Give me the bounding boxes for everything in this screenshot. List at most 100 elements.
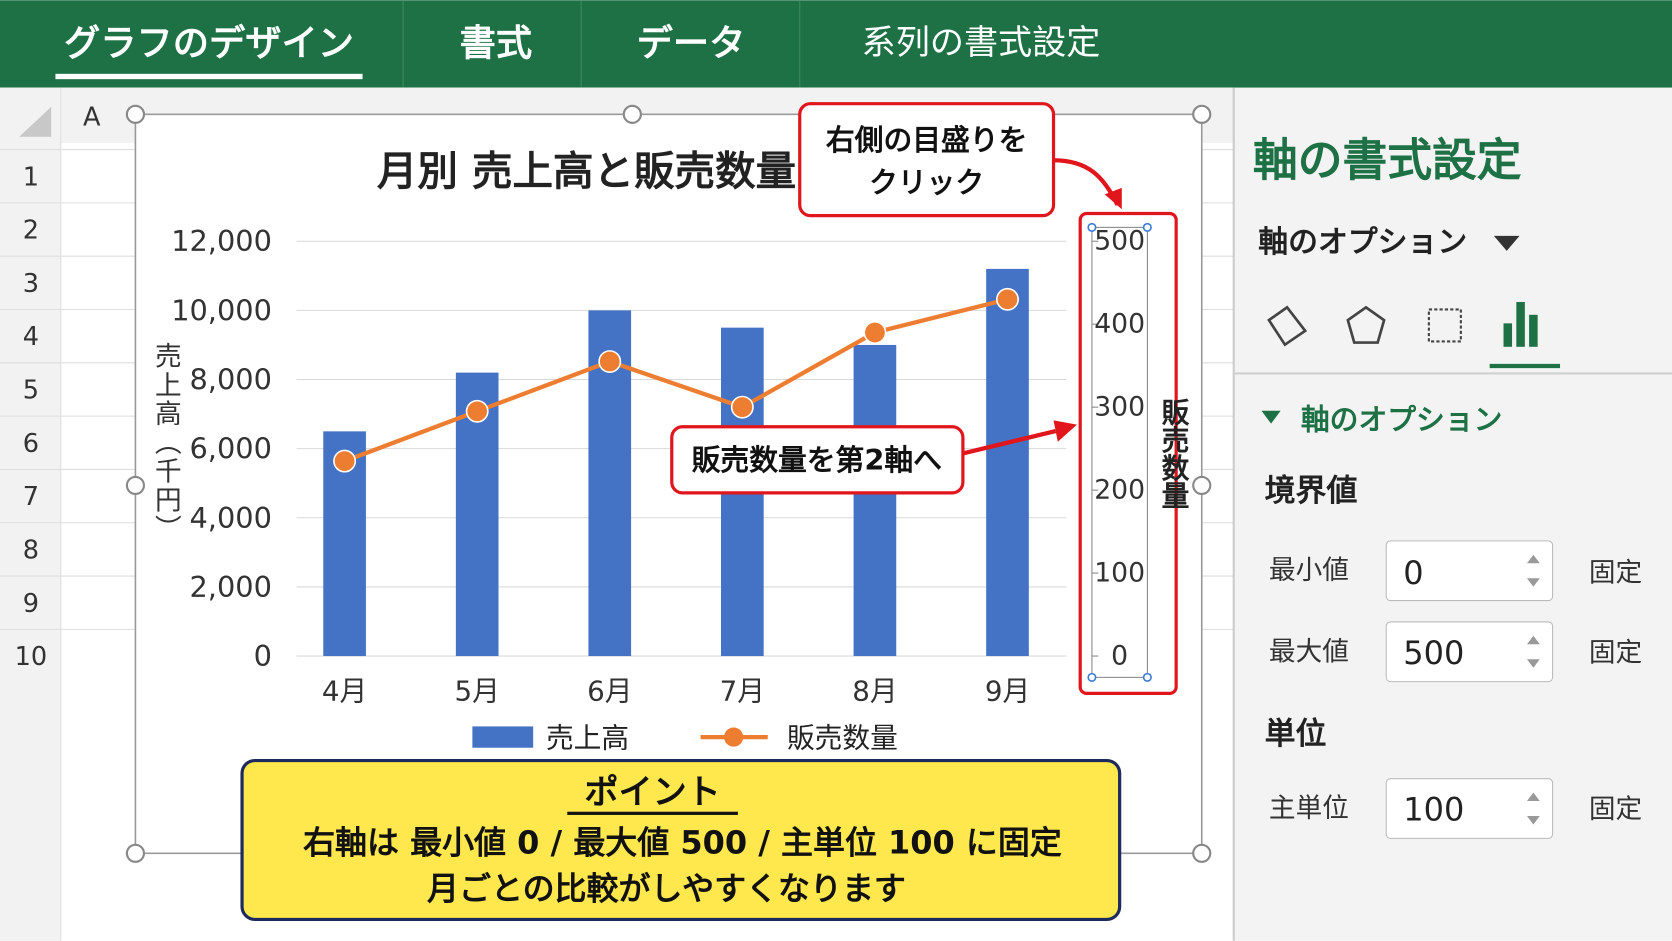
icon-bar bbox=[1516, 302, 1525, 347]
y-tick-label: 0 bbox=[254, 639, 272, 673]
spinners[interactable] bbox=[1526, 554, 1540, 825]
column-label: A bbox=[83, 103, 101, 133]
input[interactable] bbox=[1385, 621, 1554, 683]
legend-swatch bbox=[472, 726, 534, 748]
marker[interactable] bbox=[863, 321, 887, 344]
arrow-head bbox=[1053, 420, 1077, 442]
icon-bar bbox=[1529, 314, 1538, 347]
arrow bbox=[962, 428, 1057, 456]
callout-text: 右側の目盛りを bbox=[826, 123, 1027, 157]
x-tick-label: 4月 bbox=[322, 675, 367, 708]
heading: 単位 bbox=[1265, 716, 1327, 752]
panel-title: 軸の書式設定 bbox=[1253, 134, 1522, 187]
arrow-head bbox=[1104, 187, 1122, 210]
input-value[interactable]: 0 bbox=[1403, 554, 1423, 592]
icon-bar bbox=[1503, 323, 1513, 347]
field-label: 最小値 bbox=[1269, 555, 1349, 586]
collapse-arrow[interactable] bbox=[1261, 410, 1281, 424]
fixed-label: 固定 bbox=[1589, 637, 1642, 668]
spin-up[interactable] bbox=[1526, 554, 1540, 564]
marker[interactable] bbox=[996, 287, 1019, 311]
x-tick-label: 6月 bbox=[587, 675, 632, 708]
row-number: 6 bbox=[23, 429, 39, 459]
y-tick-label: 4,000 bbox=[190, 501, 272, 535]
axis-handle[interactable] bbox=[1087, 672, 1097, 682]
heading: 境界値 bbox=[1265, 473, 1358, 509]
axis-handle[interactable] bbox=[1142, 672, 1152, 682]
y-tick-label: 6,000 bbox=[190, 432, 272, 466]
y-tick-label: 2,000 bbox=[190, 570, 272, 604]
tab-underline bbox=[1489, 363, 1561, 369]
bar[interactable] bbox=[986, 268, 1029, 657]
row-number: 2 bbox=[23, 216, 39, 246]
input[interactable] bbox=[1385, 778, 1554, 839]
fixed-label: 固定 bbox=[1589, 794, 1642, 825]
tab[interactable]: データ bbox=[637, 21, 746, 64]
point-box: ポイント 右軸は 最小値 0 / 最大値 500 / 主単位 100 に固定 月… bbox=[240, 758, 1122, 922]
row-number: 3 bbox=[23, 269, 39, 299]
axis-handle[interactable] bbox=[1087, 222, 1097, 232]
point-text: 月ごとの比較がしやすくなります bbox=[427, 870, 906, 908]
spin-up[interactable] bbox=[1526, 635, 1540, 645]
section-title[interactable]: 軸のオプション bbox=[1301, 402, 1502, 436]
resize-handle[interactable] bbox=[125, 475, 146, 496]
resize-handle[interactable] bbox=[1192, 104, 1212, 124]
callout-box bbox=[798, 102, 1056, 218]
bar[interactable] bbox=[853, 344, 897, 657]
x-tick-label: 7月 bbox=[720, 675, 765, 708]
resize-handle[interactable] bbox=[125, 843, 146, 863]
fill-icon[interactable] bbox=[1267, 305, 1308, 347]
axis-selection[interactable] bbox=[1091, 226, 1148, 678]
highlight bbox=[1078, 211, 1178, 695]
input[interactable] bbox=[1385, 540, 1554, 602]
field-label: 主単位 bbox=[1269, 793, 1349, 824]
axis-icon[interactable] bbox=[1503, 302, 1538, 347]
row-number: 4 bbox=[23, 322, 39, 352]
spin-down[interactable] bbox=[1526, 815, 1540, 825]
y-tick-label: 12,000 bbox=[171, 224, 272, 258]
callout-text: 販売数量を第2軸へ bbox=[692, 443, 942, 477]
legend-label[interactable]: 販売数量 bbox=[787, 722, 898, 755]
marker[interactable] bbox=[465, 399, 489, 423]
point-text: 右軸は 最小値 0 / 最大値 500 / 主単位 100 に固定 bbox=[303, 824, 1062, 862]
spin-down[interactable] bbox=[1526, 578, 1540, 587]
line[interactable] bbox=[343, 297, 1009, 464]
marker[interactable] bbox=[730, 395, 754, 419]
input-value[interactable]: 100 bbox=[1403, 791, 1464, 829]
resize-handle[interactable] bbox=[1192, 843, 1212, 863]
tab[interactable]: グラフのデザイン bbox=[64, 21, 354, 64]
x-tick-label: 9月 bbox=[985, 675, 1030, 708]
legend-label[interactable]: 売上高 bbox=[546, 722, 629, 755]
y-tick-label: 10,000 bbox=[171, 293, 272, 327]
marker[interactable] bbox=[598, 350, 622, 373]
row-number: 8 bbox=[23, 535, 39, 565]
resize-handle[interactable] bbox=[1192, 475, 1212, 496]
tab[interactable]: 書式 bbox=[460, 21, 533, 64]
dropdown-arrow[interactable] bbox=[1493, 235, 1520, 251]
x-tick-label: 8月 bbox=[852, 675, 897, 708]
row-number: 5 bbox=[23, 376, 39, 406]
callout: 販売数量を第2軸へ bbox=[670, 420, 1077, 495]
callout: 右側の目盛りを クリック bbox=[798, 102, 1122, 218]
point-title: ポイント bbox=[584, 773, 720, 813]
spin-up[interactable] bbox=[1526, 792, 1540, 802]
field-label: 最大値 bbox=[1269, 636, 1349, 667]
y2-tick-label: 0 bbox=[1111, 641, 1128, 672]
tab[interactable]: 系列の書式設定 bbox=[862, 23, 1101, 63]
resize-handle[interactable] bbox=[622, 104, 642, 124]
chart-area: 月別 売上高と販売数量 売上高（千円） 販売数量 bbox=[134, 113, 1203, 855]
resize-handle[interactable] bbox=[125, 104, 146, 124]
y-tick-label: 8,000 bbox=[190, 363, 272, 397]
y2-tick-label: 200 bbox=[1094, 475, 1145, 506]
dropdown[interactable]: 軸のオプション bbox=[1258, 225, 1467, 260]
axis-handle[interactable] bbox=[1142, 222, 1152, 232]
chart-title: 月別 売上高と販売数量 bbox=[377, 147, 796, 195]
size-icon[interactable] bbox=[1427, 308, 1462, 343]
input-value[interactable]: 500 bbox=[1403, 634, 1464, 672]
tab-underline bbox=[55, 73, 363, 80]
marker[interactable] bbox=[333, 449, 357, 473]
spin-down[interactable] bbox=[1526, 659, 1540, 668]
effects-icon[interactable] bbox=[1346, 305, 1386, 344]
chart-frame[interactable] bbox=[134, 113, 1203, 855]
